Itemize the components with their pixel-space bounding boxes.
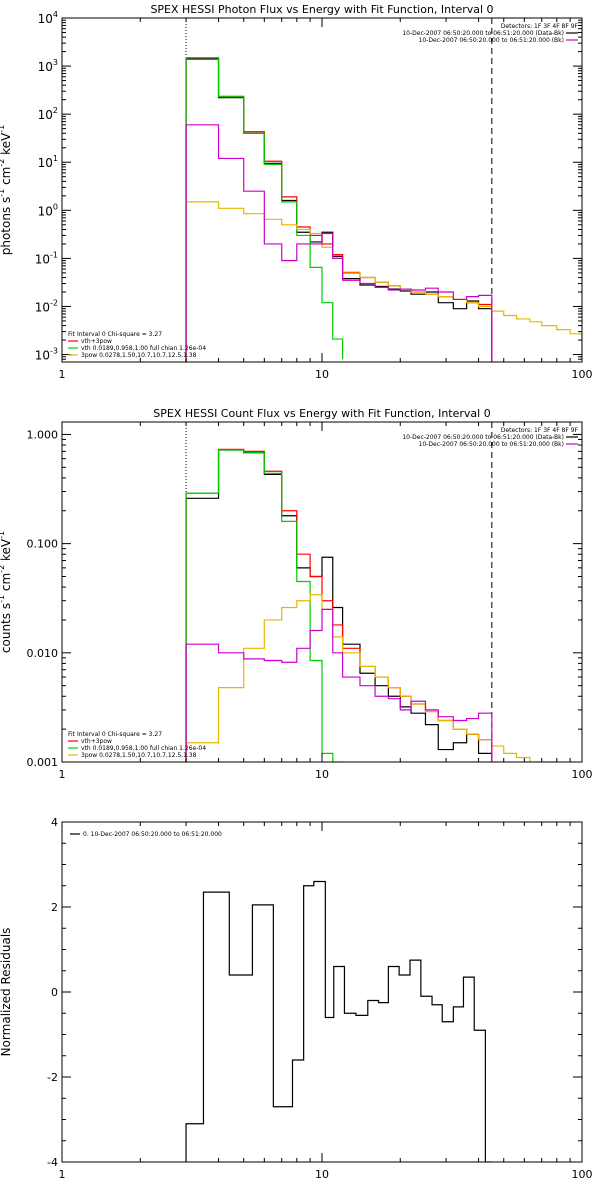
y-tick-label: -2 bbox=[47, 1071, 58, 1084]
y-tick-label: 0 bbox=[51, 986, 58, 999]
series-line-0 bbox=[185, 449, 493, 762]
legend-entry-label: 10-Dec-2007 06:50:20.000 to 06:51:20.000… bbox=[419, 441, 564, 448]
x-tick-label: 100 bbox=[572, 768, 593, 781]
legend-header: Fit Interval 0 Chi-square = 3.27 bbox=[68, 731, 162, 738]
y-axis-label: Normalized Residuals bbox=[0, 928, 13, 1057]
x-tick-label: 10 bbox=[315, 1168, 329, 1181]
x-tick-label: 10 bbox=[315, 368, 329, 381]
legend-entry-label: vth+3pow bbox=[81, 338, 112, 345]
legend-entry-label: 3pow 0.0278,1.50,10.7,10.7,12.5,1.38 bbox=[81, 352, 197, 359]
series-line-3 bbox=[185, 201, 582, 362]
chart-title: SPEX HESSI Count Flux vs Energy with Fit… bbox=[153, 407, 490, 420]
y-tick-label: 0.100 bbox=[27, 538, 59, 551]
legend-entry-label: 10-Dec-2007 06:50:20.000 to 06:51:20.000… bbox=[419, 37, 564, 44]
y-tick-label: 10-1 bbox=[35, 250, 58, 266]
y-tick-label: -4 bbox=[47, 1156, 58, 1169]
y-tick-label: 4 bbox=[51, 816, 58, 829]
legend-entry-label: 0. 10-Dec-2007 06:50:20.000 to 06:51:20.… bbox=[83, 831, 222, 838]
legend-entry-label: 10-Dec-2007 06:50:20.000 to 06:51:20.000… bbox=[402, 434, 564, 441]
x-tick-label: 10 bbox=[315, 768, 329, 781]
legend-header: Detectors: 1F 3F 4F 8F 9F bbox=[501, 427, 579, 434]
legend-header: Fit Interval 0 Chi-square = 3.27 bbox=[68, 331, 162, 338]
legend-entry-label: vth 0.0189,0.958,1.00 full chian 1.26e-0… bbox=[81, 745, 206, 752]
plot-frame bbox=[61, 821, 583, 1163]
legend-entry-label: 3pow 0.0278,1.50,10.7,10.7,12.5,1.38 bbox=[81, 752, 197, 759]
photon-flux-panel: SPEX HESSI Photon Flux vs Energy with Fi… bbox=[0, 3, 593, 381]
y-axis-label: counts s-1 cm-2 keV-1 bbox=[0, 531, 13, 653]
chart-title: SPEX HESSI Photon Flux vs Energy with Fi… bbox=[150, 3, 493, 16]
series-line-4 bbox=[185, 124, 493, 362]
legend-bottom-left: Fit Interval 0 Chi-square = 3.27vth+3pow… bbox=[68, 331, 206, 359]
x-tick-label: 100 bbox=[572, 1168, 593, 1181]
plot-frame bbox=[61, 17, 583, 363]
y-tick-label: 0.001 bbox=[27, 756, 59, 769]
y-tick-label: 101 bbox=[38, 154, 58, 170]
series-line-3 bbox=[185, 594, 557, 762]
legend-top-left: 0. 10-Dec-2007 06:50:20.000 to 06:51:20.… bbox=[70, 831, 222, 838]
y-tick-label: 1.000 bbox=[27, 428, 59, 441]
legend-entry-label: vth 0.0189,0.958,1.00 full chian 1.26e-0… bbox=[81, 345, 206, 352]
legend-entry-label: 10-Dec-2007 06:50:20.000 to 06:51:20.000… bbox=[402, 30, 564, 37]
series-line-2 bbox=[185, 449, 343, 762]
series-line-1 bbox=[185, 57, 493, 362]
y-tick-label: 102 bbox=[38, 106, 58, 122]
legend-header: Detectors: 1F 3F 4F 8F 9F bbox=[501, 23, 579, 30]
y-tick-label: 100 bbox=[38, 202, 58, 218]
x-tick-label: 1 bbox=[59, 368, 66, 381]
x-tick-label: 1 bbox=[59, 768, 66, 781]
x-tick-label: 100 bbox=[572, 368, 593, 381]
y-tick-label: 104 bbox=[38, 10, 58, 26]
y-tick-label: 10-3 bbox=[35, 347, 58, 363]
y-tick-label: 10-2 bbox=[35, 298, 58, 314]
y-tick-label: 103 bbox=[38, 58, 58, 74]
y-tick-label: 0.010 bbox=[27, 647, 59, 660]
count-flux-panel: SPEX HESSI Count Flux vs Energy with Fit… bbox=[0, 407, 593, 781]
series-line-2 bbox=[185, 57, 344, 362]
x-tick-label: 1 bbox=[59, 1168, 66, 1181]
series-line-0 bbox=[185, 58, 493, 362]
legend-entry-label: vth+3pow bbox=[81, 738, 112, 745]
y-axis-label: photons s-1 cm-2 keV-1 bbox=[0, 125, 13, 256]
legend-bottom-left: Fit Interval 0 Chi-square = 3.27vth+3pow… bbox=[68, 731, 206, 759]
residuals-panel: 1 10 100 -4 -2 0 2 4 Normalized Residuals 0. 10-D… bbox=[0, 816, 593, 1181]
series-line-4 bbox=[185, 608, 493, 762]
y-tick-label: 2 bbox=[51, 901, 58, 914]
series-line-0 bbox=[185, 880, 492, 1162]
series-line-1 bbox=[185, 448, 493, 762]
